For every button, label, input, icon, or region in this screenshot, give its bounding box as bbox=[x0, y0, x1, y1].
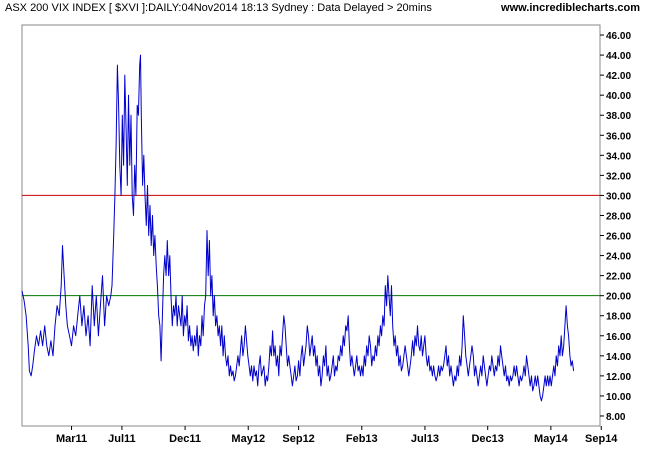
y-tick-label: 22.00 bbox=[606, 272, 631, 283]
y-tick-label: 20.00 bbox=[606, 292, 631, 303]
y-tick-label: 8.00 bbox=[606, 412, 626, 423]
plot-frame bbox=[21, 24, 601, 427]
y-tick-label: 40.00 bbox=[606, 91, 631, 102]
x-tick-label: Jul11 bbox=[108, 433, 136, 445]
y-tick-label: 18.00 bbox=[606, 312, 631, 323]
y-tick-label: 28.00 bbox=[606, 211, 631, 222]
x-tick-label: Dec13 bbox=[471, 433, 503, 445]
x-tick-label: Feb13 bbox=[346, 433, 378, 445]
y-tick-label: 38.00 bbox=[606, 111, 631, 122]
x-tick-label: May14 bbox=[534, 433, 569, 445]
y-tick-label: 42.00 bbox=[606, 71, 631, 82]
y-tick-label: 30.00 bbox=[606, 191, 631, 202]
y-tick-label: 34.00 bbox=[606, 151, 631, 162]
y-tick-label: 16.00 bbox=[606, 332, 631, 343]
y-tick-label: 24.00 bbox=[606, 252, 631, 263]
series-line bbox=[21, 54, 575, 402]
y-tick-label: 12.00 bbox=[606, 372, 631, 383]
x-tick-label: May12 bbox=[231, 433, 265, 445]
x-tick-label: Mar11 bbox=[56, 433, 87, 445]
x-tick-label: Sep14 bbox=[585, 433, 618, 445]
x-tick-label: Dec11 bbox=[169, 433, 201, 445]
chart-header: ASX 200 VIX INDEX [ $XVI ]:DAILY:04Nov20… bbox=[0, 0, 650, 18]
y-tick-label: 36.00 bbox=[606, 131, 631, 142]
y-tick-label: 10.00 bbox=[606, 392, 631, 403]
y-tick-label: 32.00 bbox=[606, 171, 631, 182]
site-url: www.incrediblecharts.com bbox=[501, 2, 640, 14]
y-tick-label: 44.00 bbox=[606, 51, 631, 62]
x-tick-label: Jul13 bbox=[411, 433, 439, 445]
y-tick-label: 46.00 bbox=[606, 31, 631, 42]
chart-title: ASX 200 VIX INDEX [ $XVI ]:DAILY:04Nov20… bbox=[5, 2, 432, 14]
y-tick-label: 14.00 bbox=[606, 352, 631, 363]
x-tick-label: Sep12 bbox=[282, 433, 314, 445]
y-tick-label: 26.00 bbox=[606, 232, 631, 243]
